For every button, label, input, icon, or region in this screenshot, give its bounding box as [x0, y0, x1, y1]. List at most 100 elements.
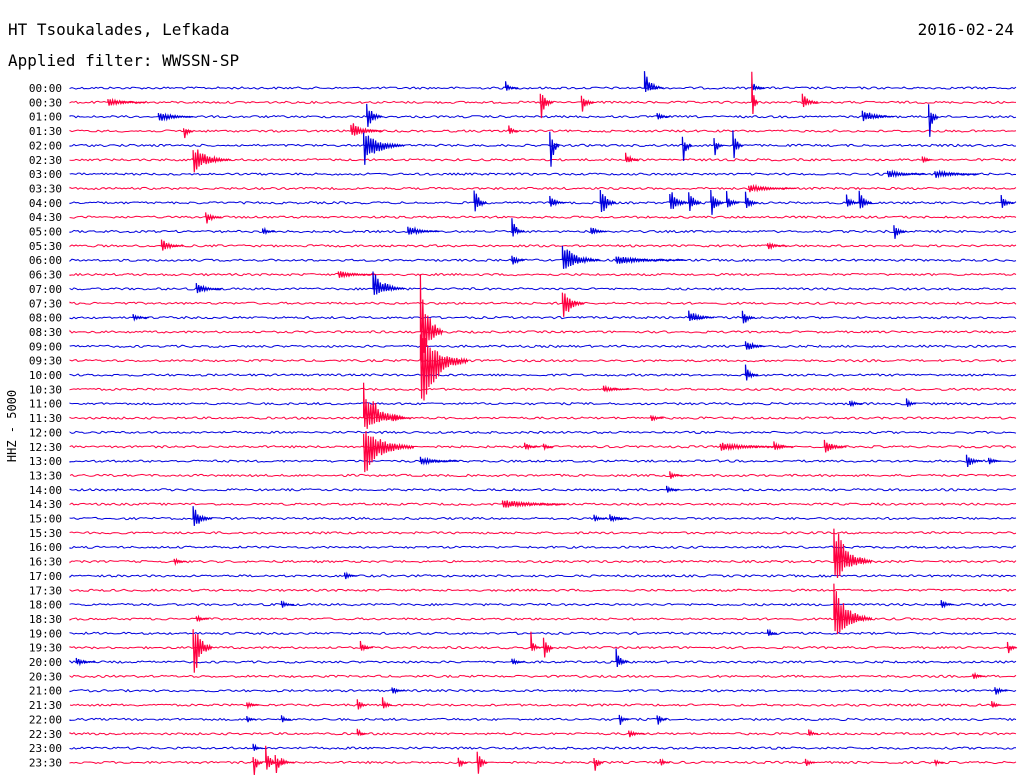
row-label: 13:30 — [29, 469, 62, 482]
event-mark — [280, 715, 292, 723]
trace-row — [69, 287, 1017, 291]
row-label: 13:00 — [29, 455, 62, 468]
row-label: 05:00 — [29, 226, 62, 239]
trace-row — [69, 86, 1017, 90]
trace-row — [69, 329, 1017, 334]
trace-row — [69, 760, 1017, 765]
event-mark — [195, 614, 210, 623]
event-mark — [561, 292, 585, 317]
row-label: 01:00 — [29, 111, 62, 124]
row-label: 08:30 — [29, 326, 62, 339]
event-mark — [808, 729, 819, 736]
row-label: 17:30 — [29, 584, 62, 597]
event-mark — [744, 191, 759, 208]
event-mark — [542, 637, 554, 658]
event-mark — [893, 225, 907, 239]
event-mark — [609, 514, 629, 523]
event-mark — [473, 190, 488, 212]
event-mark — [205, 212, 222, 224]
event-mark — [972, 671, 986, 680]
trace-row — [69, 631, 1017, 636]
event-mark — [628, 729, 645, 738]
row-label: 07:00 — [29, 283, 62, 296]
trace-row — [69, 459, 1017, 463]
row-label: 02:00 — [29, 139, 62, 152]
event-mark — [107, 97, 146, 107]
trace-row — [69, 129, 1017, 133]
row-label: 21:00 — [29, 685, 62, 698]
event-mark — [530, 631, 541, 652]
trace-row — [69, 617, 1017, 621]
event-mark — [419, 456, 459, 466]
trace-row — [69, 703, 1017, 707]
event-mark — [363, 132, 406, 165]
event-mark — [132, 313, 150, 322]
row-label: 19:00 — [29, 627, 62, 640]
trace-row — [69, 731, 1017, 736]
row-label: 11:00 — [29, 398, 62, 411]
row-label: 09:00 — [29, 340, 62, 353]
trace-row — [69, 186, 1017, 191]
events — [75, 71, 1018, 776]
row-label: 14:00 — [29, 484, 62, 497]
event-mark — [524, 442, 541, 451]
trace-row — [69, 272, 1017, 277]
row-label: 10:30 — [29, 383, 62, 396]
trace-row — [69, 588, 1017, 592]
event-mark — [391, 687, 405, 695]
event-mark — [849, 399, 863, 408]
event-mark — [965, 454, 983, 467]
event-mark — [625, 152, 639, 163]
row-label: 00:00 — [29, 82, 62, 95]
row-label: 12:00 — [29, 426, 62, 439]
event-mark — [767, 241, 787, 251]
filter-label: Applied filter: WWSSN-SP — [8, 51, 240, 70]
trace-row — [69, 215, 1017, 219]
event-mark — [845, 194, 860, 207]
event-mark — [656, 715, 667, 725]
trace-row — [69, 502, 1017, 506]
event-mark — [252, 757, 264, 776]
trace-row — [69, 315, 1017, 320]
row-label: 04:00 — [29, 197, 62, 210]
row-label: 08:00 — [29, 312, 62, 325]
event-mark — [192, 629, 213, 673]
event-mark — [921, 156, 932, 163]
event-mark — [183, 128, 194, 139]
event-mark — [773, 441, 794, 451]
event-mark — [265, 745, 276, 770]
event-mark — [928, 104, 939, 137]
event-mark — [710, 189, 724, 215]
event-mark — [726, 191, 740, 208]
event-mark — [688, 192, 702, 211]
trace-row — [69, 444, 1017, 449]
trace-row — [69, 401, 1017, 406]
event-mark — [511, 218, 525, 237]
trace-row — [69, 430, 1017, 435]
event-mark — [511, 657, 525, 666]
event-mark — [833, 528, 873, 579]
event-mark — [590, 227, 607, 235]
row-label: 20:30 — [29, 670, 62, 683]
trace-row — [69, 373, 1017, 377]
row-label: 16:30 — [29, 556, 62, 569]
event-mark — [280, 758, 295, 766]
row-label: 06:30 — [29, 269, 62, 282]
row-label: 23:30 — [29, 756, 62, 769]
event-mark — [356, 728, 367, 737]
trace-row — [69, 574, 1017, 579]
row-label: 06:00 — [29, 254, 62, 267]
event-mark — [173, 557, 187, 567]
event-mark — [366, 103, 383, 127]
event-mark — [991, 700, 1002, 708]
event-mark — [457, 757, 468, 768]
trace-row — [69, 688, 1017, 693]
event-mark — [767, 628, 778, 636]
row-label: 16:00 — [29, 541, 62, 554]
trace-row — [69, 717, 1017, 722]
event-mark — [804, 758, 816, 766]
row-label: 15:00 — [29, 513, 62, 526]
trace-row — [69, 258, 1017, 262]
row-label: 15:30 — [29, 527, 62, 540]
event-mark — [508, 125, 519, 134]
